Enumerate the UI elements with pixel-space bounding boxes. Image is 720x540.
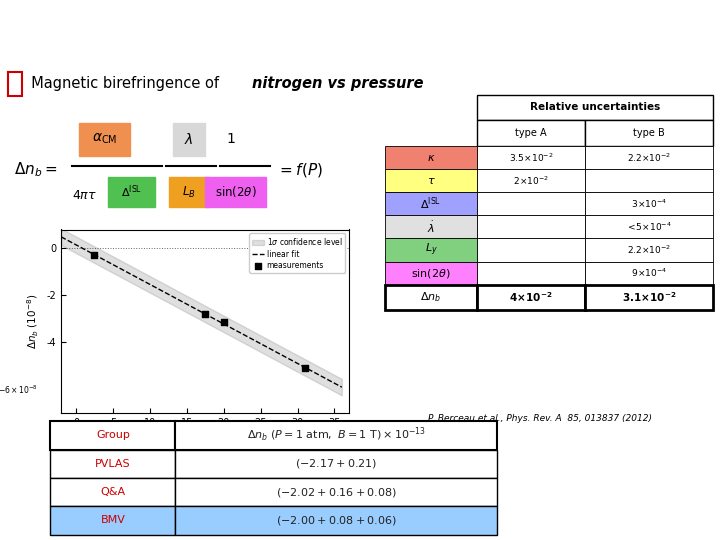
Bar xyxy=(79,123,130,156)
Text: $\tau$: $\tau$ xyxy=(427,176,436,186)
Bar xyxy=(477,120,585,146)
Bar xyxy=(169,177,209,206)
Text: type B: type B xyxy=(633,128,665,138)
Text: Q&A: Q&A xyxy=(100,487,125,497)
Bar xyxy=(205,177,266,206)
Text: $\lambda$: $\lambda$ xyxy=(184,132,194,147)
Bar xyxy=(385,215,477,239)
Bar xyxy=(50,449,176,478)
Bar xyxy=(585,120,713,146)
Bar xyxy=(50,507,176,535)
Text: $9\!\times\!10^{-4}$: $9\!\times\!10^{-4}$ xyxy=(631,267,667,279)
Text: $\dot{\lambda}$: $\dot{\lambda}$ xyxy=(427,219,435,234)
linear fit xyxy=(132,274,140,280)
Text: $\Delta^\mathrm{ISL}$: $\Delta^\mathrm{ISL}$ xyxy=(420,195,441,212)
Text: $\sin(2\theta)$: $\sin(2\theta)$ xyxy=(411,267,451,280)
Bar xyxy=(477,239,585,261)
Text: nitrogen vs pressure: nitrogen vs pressure xyxy=(252,76,423,91)
linear fit xyxy=(338,384,346,390)
linear fit xyxy=(323,376,332,383)
linear fit xyxy=(74,242,83,249)
Bar xyxy=(176,507,497,535)
Text: $1$: $1$ xyxy=(225,132,235,146)
measurements xyxy=(218,318,230,327)
Bar xyxy=(385,285,477,310)
linear fit xyxy=(313,371,322,377)
Bar xyxy=(108,177,155,206)
Text: $\Delta^\mathrm{ISL}$: $\Delta^\mathrm{ISL}$ xyxy=(121,184,142,200)
Bar xyxy=(50,478,176,507)
Text: $2.2\!\times\!10^{-2}$: $2.2\!\times\!10^{-2}$ xyxy=(627,151,671,164)
measurements xyxy=(299,364,310,373)
Text: $\Delta n_b=$: $\Delta n_b=$ xyxy=(14,161,58,179)
Bar xyxy=(585,215,713,239)
Bar xyxy=(477,261,585,285)
Bar xyxy=(477,215,585,239)
linear fit xyxy=(68,240,77,246)
Text: $4\pi\tau$: $4\pi\tau$ xyxy=(72,189,97,202)
Text: $\alpha_\mathrm{CM}$: $\alpha_\mathrm{CM}$ xyxy=(91,132,117,146)
Text: $L_B$: $L_B$ xyxy=(182,185,196,199)
Text: $\kappa$: $\kappa$ xyxy=(427,153,436,163)
Bar xyxy=(50,421,176,449)
Bar xyxy=(585,239,713,261)
Text: Results in N$_2$: Results in N$_2$ xyxy=(268,17,452,48)
Bar xyxy=(385,146,477,169)
Text: $3\!\times\!10^{-4}$: $3\!\times\!10^{-4}$ xyxy=(631,198,667,210)
Bar xyxy=(585,169,713,192)
Bar xyxy=(176,449,497,478)
Bar xyxy=(585,285,713,310)
Y-axis label: $\Delta n_b$ (10$^{-8}$): $\Delta n_b$ (10$^{-8}$) xyxy=(26,294,41,349)
Text: Magnetic birefringence of: Magnetic birefringence of xyxy=(22,76,224,91)
linear fit xyxy=(109,261,117,268)
Text: $3.5\!\times\!10^{-2}$: $3.5\!\times\!10^{-2}$ xyxy=(508,151,553,164)
Bar xyxy=(585,192,713,215)
Text: $2.2\!\times\!10^{-2}$: $2.2\!\times\!10^{-2}$ xyxy=(627,244,671,256)
Bar xyxy=(385,239,477,261)
Bar xyxy=(176,478,497,507)
Bar xyxy=(385,192,477,215)
Text: Group: Group xyxy=(96,430,130,441)
Text: $(-2.00+0.08+0.06)$: $(-2.00+0.08+0.06)$ xyxy=(276,514,397,527)
Bar xyxy=(585,261,713,285)
Legend: 1$\sigma$ confidence level, linear fit, measurements: 1$\sigma$ confidence level, linear fit, … xyxy=(249,233,346,273)
measurements xyxy=(199,310,211,319)
Text: $\Delta n_b$: $\Delta n_b$ xyxy=(420,291,441,305)
Bar xyxy=(176,421,497,449)
Text: P. Berceau et al., Phys. Rev. A  85, 013837 (2012): P. Berceau et al., Phys. Rev. A 85, 0138… xyxy=(428,414,652,423)
Text: $-6\times10^{-8}$: $-6\times10^{-8}$ xyxy=(0,383,37,396)
Text: PVLAS: PVLAS xyxy=(95,458,131,469)
X-axis label: P (10$^{-3}$ atm): P (10$^{-3}$ atm) xyxy=(172,434,238,448)
linear fit xyxy=(57,234,66,240)
Text: $<\!5\!\times\!10^{-4}$: $<\!5\!\times\!10^{-4}$ xyxy=(626,221,672,233)
Text: $(-2.17+0.21)$: $(-2.17+0.21)$ xyxy=(295,457,377,470)
Bar xyxy=(477,285,585,310)
Text: $\mathbf{4\!\times\!10^{-2}}$: $\mathbf{4\!\times\!10^{-2}}$ xyxy=(509,291,553,305)
Bar xyxy=(477,94,713,120)
Bar xyxy=(477,169,585,192)
measurements xyxy=(89,251,100,260)
Text: BMV: BMV xyxy=(101,515,125,525)
Text: $= f(P)$: $= f(P)$ xyxy=(277,161,323,179)
Text: $(-2.02+0.16+0.08)$: $(-2.02+0.16+0.08)$ xyxy=(276,485,397,498)
Bar xyxy=(477,192,585,215)
Bar xyxy=(173,123,205,156)
Text: $\mathbf{3.1\!\times\!10^{-2}}$: $\mathbf{3.1\!\times\!10^{-2}}$ xyxy=(621,291,676,305)
Text: $\Delta n_b\ (P{=}1\ \mathrm{atm},\ B{=}1\ \mathrm{T})\times 10^{-13}$: $\Delta n_b\ (P{=}1\ \mathrm{atm},\ B{=}… xyxy=(246,426,426,444)
Bar xyxy=(585,146,713,169)
Bar xyxy=(477,146,585,169)
Bar xyxy=(385,169,477,192)
Text: $\sin(2\theta)$: $\sin(2\theta)$ xyxy=(215,185,256,199)
Line: linear fit: linear fit xyxy=(61,237,342,387)
Text: $L_y$: $L_y$ xyxy=(425,242,438,258)
Text: Relative uncertainties: Relative uncertainties xyxy=(530,103,660,112)
Bar xyxy=(8,72,22,96)
Text: $2\!\times\!10^{-2}$: $2\!\times\!10^{-2}$ xyxy=(513,174,549,187)
Text: type A: type A xyxy=(516,128,546,138)
Bar xyxy=(385,261,477,285)
